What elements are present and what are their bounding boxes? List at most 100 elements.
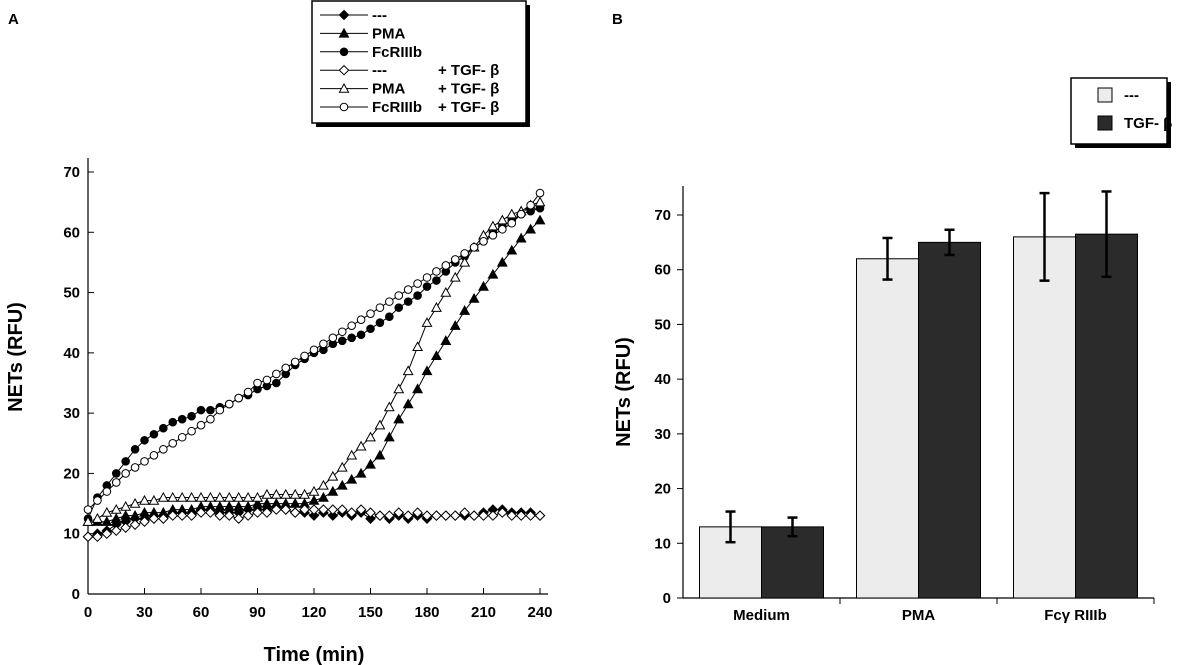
data-point	[422, 273, 432, 282]
data-point	[300, 351, 309, 361]
data-point	[469, 243, 479, 252]
data-point	[478, 280, 489, 291]
x-tick-label: 150	[358, 604, 383, 621]
data-point	[168, 438, 178, 448]
data-point	[139, 516, 150, 527]
data-point	[130, 463, 140, 472]
data-point	[223, 510, 235, 521]
data-point	[308, 485, 320, 496]
data-point	[270, 488, 282, 499]
y-tick-label: 30	[63, 405, 80, 422]
data-point	[449, 271, 461, 282]
data-point	[459, 256, 471, 267]
data-point	[140, 457, 149, 466]
data-point	[223, 500, 235, 511]
data-point	[459, 305, 471, 315]
data-point	[214, 500, 226, 511]
data-point	[413, 291, 422, 300]
data-point	[384, 510, 395, 521]
data-point	[214, 510, 226, 521]
data-point	[290, 357, 300, 367]
data-point	[242, 510, 254, 521]
series-1	[82, 214, 546, 526]
data-point	[515, 232, 527, 243]
data-point	[506, 510, 518, 521]
bar	[856, 258, 919, 599]
data-point	[110, 513, 122, 523]
data-point	[506, 244, 518, 255]
x-tick-label: 60	[193, 604, 210, 621]
data-point	[121, 469, 130, 478]
data-point	[110, 503, 122, 514]
data-point	[206, 414, 215, 424]
data-point	[327, 504, 339, 515]
panel-label-a: A	[8, 11, 19, 28]
data-point	[214, 491, 226, 502]
data-point	[336, 461, 348, 472]
data-point	[233, 500, 245, 511]
legend-treatment: + TGF- β	[438, 81, 499, 98]
y-tick-label: 20	[654, 481, 671, 498]
data-point	[252, 497, 263, 508]
y-tick-label: 20	[63, 465, 80, 482]
legend-treatment: + TGF- β	[438, 62, 499, 79]
data-point	[393, 413, 405, 424]
data-point	[356, 315, 366, 325]
data-point	[91, 513, 103, 523]
data-point	[496, 256, 508, 267]
data-point	[516, 209, 526, 219]
data-point	[215, 405, 225, 415]
data-point	[535, 188, 545, 198]
data-point	[374, 419, 386, 430]
data-point	[177, 414, 187, 424]
data-point	[261, 488, 273, 499]
data-point	[234, 393, 243, 403]
data-point	[375, 318, 385, 328]
y-tick-label: 50	[654, 316, 671, 333]
data-point	[327, 510, 339, 521]
data-point	[422, 282, 432, 291]
legend-label: ---	[372, 62, 387, 79]
data-point	[488, 231, 498, 240]
data-point	[187, 426, 196, 436]
data-point	[393, 507, 405, 518]
data-point	[432, 276, 441, 285]
legend-label: PMA	[372, 25, 406, 42]
data-point	[120, 509, 132, 520]
data-point	[149, 451, 159, 460]
data-point	[261, 507, 273, 518]
x-tick-label: Fcγ RIIIb	[1044, 607, 1107, 624]
data-point	[93, 496, 102, 505]
data-point	[487, 220, 499, 231]
series-3	[82, 504, 546, 543]
data-point	[336, 504, 348, 515]
bar	[761, 526, 824, 599]
data-point	[412, 507, 423, 518]
data-point	[204, 491, 216, 502]
data-point	[402, 365, 414, 376]
legend-label: ---	[1124, 87, 1139, 104]
data-point	[487, 510, 499, 521]
y-tick-label: 0	[663, 590, 671, 607]
data-point	[308, 504, 320, 515]
data-point	[289, 488, 301, 499]
data-point	[402, 398, 414, 409]
legend-marker	[338, 64, 350, 76]
x-tick-label: 180	[414, 604, 439, 621]
data-point	[497, 507, 508, 518]
bar-chart-panel-b: --- TGF- β 0 10 20 30 40 50 60 70 Medium PMA Fcγ RI…	[613, 77, 1172, 624]
data-point	[421, 365, 433, 376]
data-point	[101, 528, 113, 540]
data-point	[460, 249, 469, 258]
data-point	[158, 513, 169, 524]
data-point	[383, 401, 395, 412]
y-tick-label: 30	[654, 426, 671, 443]
data-point	[496, 214, 508, 225]
data-point	[261, 497, 273, 508]
data-point	[336, 479, 348, 490]
y-tick-label: 50	[63, 285, 80, 302]
data-point	[356, 330, 366, 340]
data-point	[534, 214, 546, 225]
data-point	[195, 491, 207, 502]
